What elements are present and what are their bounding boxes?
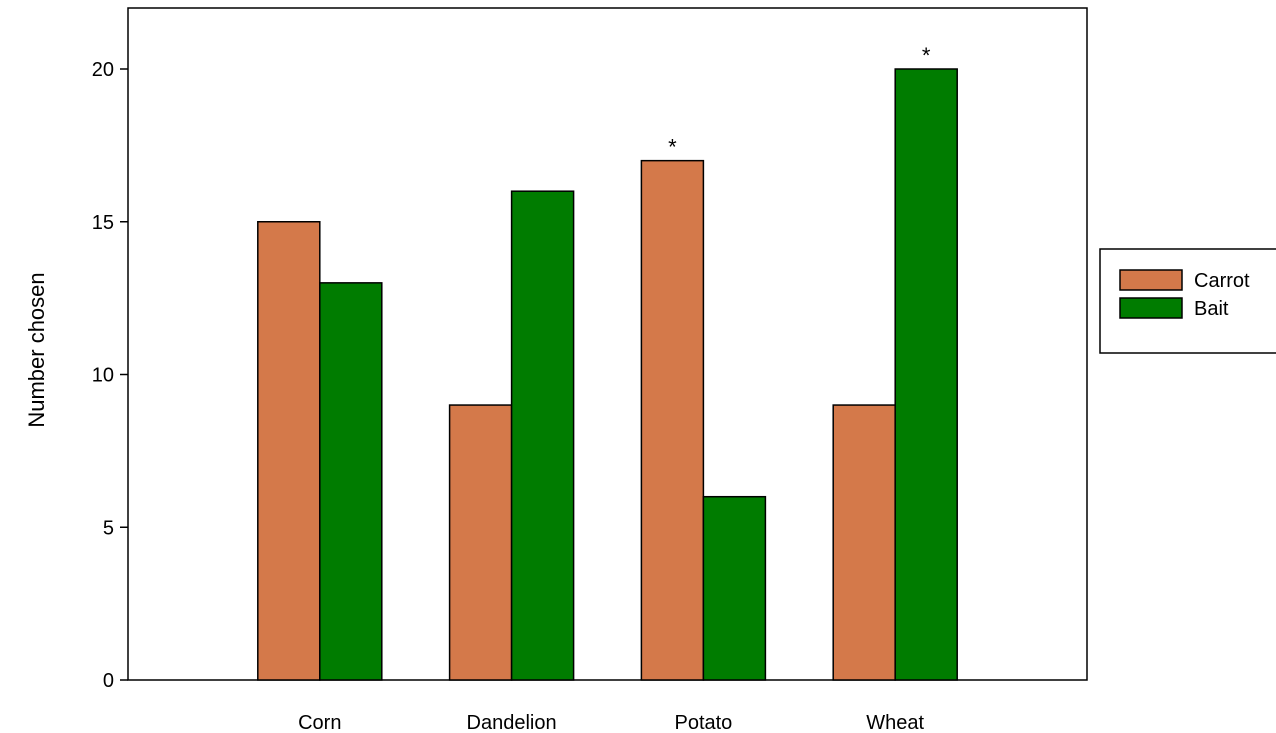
bar-bait-corn [319,282,383,681]
plot-frame [127,7,1088,681]
bar-bait-potato [702,495,767,681]
bar-carrot-wheat [832,404,896,681]
x-tick-label-corn: Corn [298,712,341,733]
bar-bait-wheat [894,68,958,681]
legend: Carrot Bait [1099,248,1276,354]
y-axis-title: Number chosen [24,272,49,427]
bar-carrot-potato [640,159,705,681]
y-axis: 0 5 10 15 20 [92,59,128,692]
y-tick-label-10: 10 [92,365,114,387]
y-tick-label-15: 15 [92,212,114,234]
x-tick-label-potato: Potato [674,712,732,733]
x-tick-label-wheat: Wheat [866,712,924,733]
legend-label-bait: Bait [1194,298,1229,320]
x-axis: Corn Dandelion Potato Wheat [298,712,924,733]
bar-bait-dandelion [510,190,575,681]
y-tick-label-20: 20 [92,59,114,81]
legend-swatch-bait [1119,297,1183,319]
bar-carrot-dandelion [448,404,513,681]
significance-marks: ** [668,43,931,160]
y-tick-label-0: 0 [103,670,114,692]
legend-label-carrot: Carrot [1194,270,1250,292]
bar-carrot-corn [257,221,321,681]
significance-mark-potato: * [668,135,677,160]
y-tick-label-5: 5 [103,517,114,539]
x-tick-label-dandelion: Dandelion [467,712,557,733]
legend-swatch-carrot [1119,269,1183,291]
bars [257,68,958,681]
significance-mark-wheat: * [922,43,931,68]
